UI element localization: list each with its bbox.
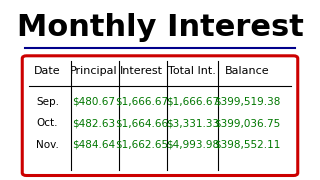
Text: $398,552.11: $398,552.11 <box>214 140 280 150</box>
Text: Date: Date <box>34 66 61 76</box>
Text: Monthly Interest: Monthly Interest <box>17 13 303 42</box>
Text: Total Int.: Total Int. <box>168 66 216 76</box>
Text: $1,666.67: $1,666.67 <box>166 97 219 107</box>
Text: Oct.: Oct. <box>37 118 58 128</box>
Text: $484.64: $484.64 <box>72 140 116 150</box>
Text: $1,664.66: $1,664.66 <box>115 118 168 128</box>
Text: $3,331.33: $3,331.33 <box>166 118 219 128</box>
Text: $399,519.38: $399,519.38 <box>214 97 280 107</box>
FancyBboxPatch shape <box>22 56 298 176</box>
Text: Interest: Interest <box>120 66 163 76</box>
Text: $480.67: $480.67 <box>72 97 116 107</box>
Text: $399,036.75: $399,036.75 <box>214 118 280 128</box>
Text: $4,993.98: $4,993.98 <box>166 140 219 150</box>
Text: Balance: Balance <box>225 66 269 76</box>
Text: Sep.: Sep. <box>36 97 59 107</box>
Text: $1,666.67: $1,666.67 <box>115 97 168 107</box>
Text: $482.63: $482.63 <box>72 118 116 128</box>
Text: $1,662.65: $1,662.65 <box>115 140 168 150</box>
Text: Principal: Principal <box>70 66 118 76</box>
Text: Nov.: Nov. <box>36 140 59 150</box>
